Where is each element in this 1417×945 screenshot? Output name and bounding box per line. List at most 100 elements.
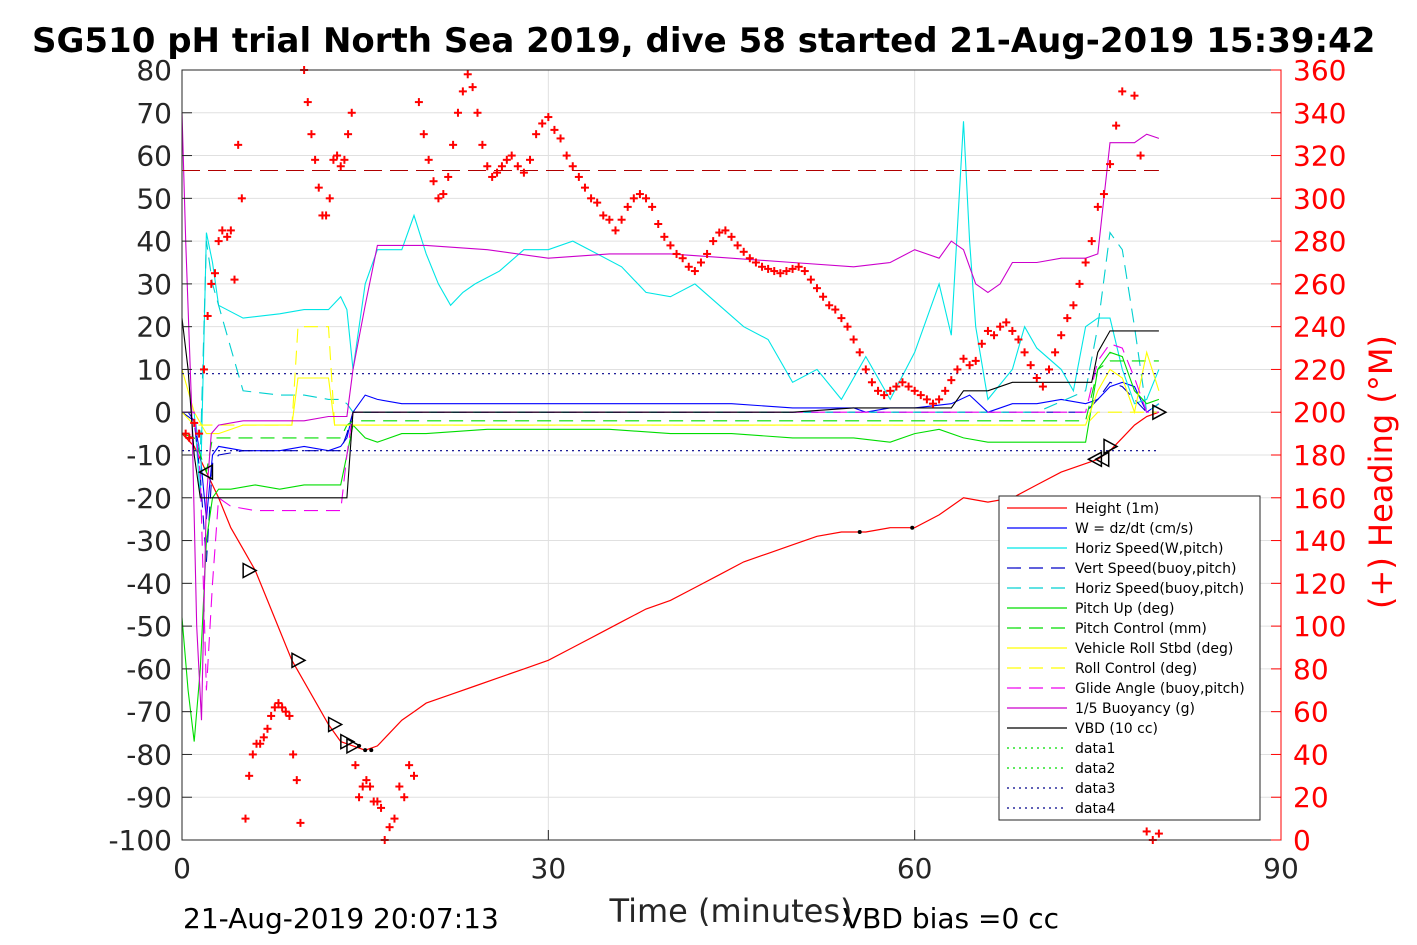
- heading-point: [256, 739, 265, 748]
- legend-item: Vert Speed(buoy,pitch): [1007, 561, 1237, 577]
- heading-point: [532, 130, 541, 139]
- heading-point: [336, 162, 345, 171]
- footer-timestamp: 21-Aug-2019 20:07:13: [183, 902, 499, 935]
- heading-point: [358, 782, 367, 791]
- heading-point: [185, 433, 194, 442]
- heading-point: [429, 177, 438, 186]
- heading-point: [1044, 365, 1053, 374]
- heading-point: [837, 314, 846, 323]
- heading-point: [414, 98, 423, 107]
- heading-point: [776, 269, 785, 278]
- heading-point: [947, 376, 956, 385]
- y-right-tick-label: 180: [1293, 439, 1346, 472]
- heading-point: [709, 237, 718, 246]
- heading-point: [1002, 318, 1011, 327]
- heading-point: [395, 782, 404, 791]
- legend-item: data4: [1007, 801, 1116, 817]
- height-marker-triangle: [242, 562, 258, 579]
- heading-point: [439, 190, 448, 199]
- legend-item: Pitch Control (mm): [1007, 621, 1207, 637]
- series-layer: [181, 112, 1160, 751]
- y-right-tick-label: 240: [1293, 311, 1346, 344]
- y-left-tick-label: 80: [136, 54, 172, 87]
- y-left-tick-label: -50: [126, 610, 172, 643]
- legend-label: Vehicle Roll Stbd (deg): [1075, 641, 1233, 657]
- legend-label: data2: [1075, 761, 1115, 777]
- heading-point: [690, 267, 699, 276]
- legend-item: W = dz/dt (cm/s): [1007, 521, 1194, 537]
- y-left-tick-label: 20: [136, 311, 172, 344]
- heading-point: [311, 155, 320, 164]
- heading-point: [502, 155, 511, 164]
- series-buoyancy: [181, 112, 1160, 721]
- heading-point: [1038, 382, 1047, 391]
- heading-point: [1063, 314, 1072, 323]
- heading-point: [703, 249, 712, 258]
- y-left-tick-label: 50: [136, 182, 172, 215]
- heading-point: [190, 418, 199, 427]
- axes: 0 30 60 9080706050403020100-10-20-30-40-50-…: [108, 54, 1346, 885]
- heading-point: [513, 162, 522, 171]
- heading-point: [605, 215, 614, 224]
- heading-point: [715, 228, 724, 237]
- heading-point: [1112, 121, 1121, 130]
- heading-point: [1014, 335, 1023, 344]
- height-markers: [197, 403, 1168, 755]
- heading-point: [666, 241, 675, 250]
- heading-point: [1154, 829, 1163, 838]
- legend-label: Pitch Control (mm): [1075, 621, 1207, 637]
- heading-point: [237, 194, 246, 203]
- heading-point: [507, 151, 516, 160]
- heading-point: [996, 322, 1005, 331]
- height-marker-dot: [357, 743, 362, 748]
- height-marker-dot: [363, 748, 368, 753]
- y-left-tick-label: 60: [136, 140, 172, 173]
- heading-point: [1130, 91, 1139, 100]
- heading-point: [1136, 151, 1145, 160]
- legend-item: data1: [1007, 741, 1115, 757]
- heading-point: [270, 703, 279, 712]
- heading-point: [959, 354, 968, 363]
- y-left-tick-label: -20: [126, 482, 172, 515]
- legend-item: Glide Angle (buoy,pitch): [1007, 681, 1245, 697]
- heading-point: [971, 356, 980, 365]
- heading-point: [468, 83, 477, 92]
- heading-points: [181, 66, 1163, 844]
- y-right-tick-label: 260: [1293, 268, 1346, 301]
- height-marker-dot: [857, 530, 862, 534]
- heading-point: [672, 249, 681, 258]
- heading-point: [892, 382, 901, 391]
- legend-label: Horiz Speed(W,pitch): [1075, 541, 1223, 557]
- heading-point: [226, 226, 235, 235]
- heading-point: [1051, 348, 1060, 357]
- heading-point: [344, 130, 353, 139]
- y-left-tick-label: -60: [126, 653, 172, 686]
- heading-point: [181, 429, 190, 438]
- heading-point: [278, 703, 287, 712]
- heading-point: [739, 247, 748, 256]
- heading-point: [281, 707, 290, 716]
- heading-point: [329, 155, 338, 164]
- heading-point: [819, 292, 828, 301]
- height-marker-triangle: [1086, 451, 1103, 468]
- legend-item: Vehicle Roll Stbd (deg): [1007, 641, 1233, 657]
- heading-point: [825, 301, 834, 310]
- heading-point: [292, 776, 301, 785]
- heading-point: [758, 262, 767, 271]
- heading-point: [230, 275, 239, 284]
- heading-point: [385, 823, 394, 832]
- legend-label: Pitch Up (deg): [1075, 601, 1174, 617]
- y-right-tick-label: 120: [1293, 567, 1346, 600]
- heading-point: [574, 172, 583, 181]
- heading-point: [812, 284, 821, 293]
- heading-point: [1008, 326, 1017, 335]
- y-left-tick-label: 30: [136, 268, 172, 301]
- series-glide_angle: [182, 343, 1159, 691]
- heading-point: [483, 162, 492, 171]
- heading-point: [199, 365, 208, 374]
- legend-label: 1/5 Buoyancy (g): [1075, 701, 1195, 717]
- heading-point: [351, 761, 360, 770]
- series-vbd: [181, 318, 1159, 499]
- heading-point: [1069, 301, 1078, 310]
- heading-point: [444, 172, 453, 181]
